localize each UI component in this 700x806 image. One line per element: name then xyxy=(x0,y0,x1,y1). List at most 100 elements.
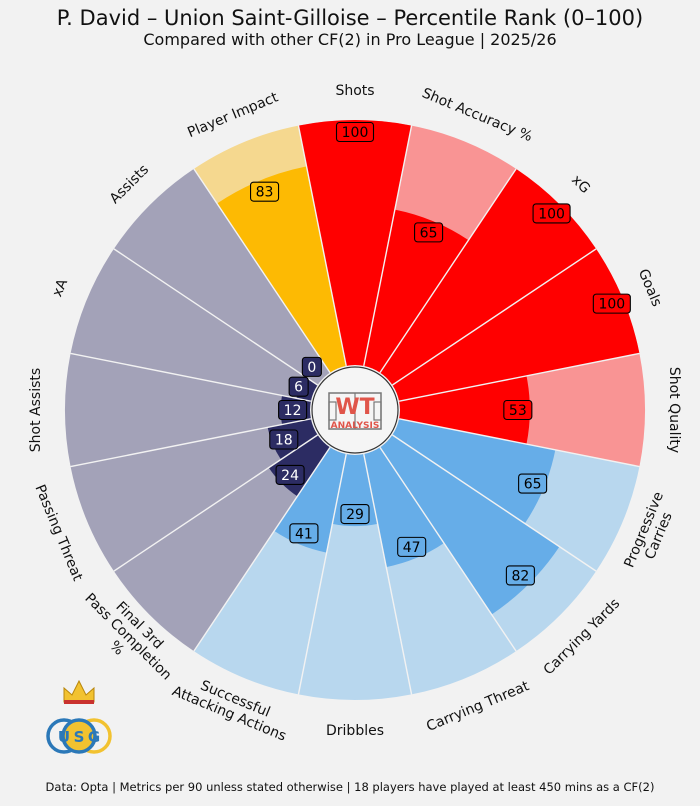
chart-title: P. David – Union Saint-Gilloise – Percen… xyxy=(56,6,644,30)
value-label-text: 100 xyxy=(538,206,565,222)
value-label-text: 100 xyxy=(598,297,625,313)
slice-bar-player-impact xyxy=(217,166,347,373)
value-label-shot-accuracy: 65 xyxy=(414,222,444,243)
crest-letter-s: S xyxy=(74,728,85,746)
value-label-box xyxy=(592,293,631,314)
value-label-assists: 0 xyxy=(301,356,322,377)
value-label-text: 0 xyxy=(307,360,316,376)
value-label-text: 29 xyxy=(346,507,364,523)
divider-line xyxy=(297,453,347,695)
value-label-box xyxy=(397,536,427,557)
value-label-text: 100 xyxy=(342,125,369,141)
metric-label-progressive-carries: ProgressiveCarries xyxy=(621,490,681,577)
metric-label-player-impact: Player Impact xyxy=(185,89,281,141)
value-label-box xyxy=(532,203,571,224)
value-label-text: 6 xyxy=(294,380,303,396)
metric-label-xa: xA xyxy=(49,276,71,299)
divider-line xyxy=(297,125,347,367)
value-label-final-3rd-pass-completion: 24 xyxy=(275,464,305,485)
value-label-progressive-carries: 65 xyxy=(518,473,548,494)
value-label-shots: 100 xyxy=(335,121,375,143)
value-label-shot-quality: 53 xyxy=(503,399,533,421)
crest-letter-g: G xyxy=(88,728,100,746)
chart-footer: Data: Opta | Metrics per 90 unless state… xyxy=(45,780,655,794)
value-label-text: 82 xyxy=(511,568,529,584)
divider-line xyxy=(398,352,640,402)
metric-label-shots: Shots xyxy=(335,83,374,99)
crown-icon xyxy=(63,679,95,703)
divider-line xyxy=(70,418,312,468)
divider-line xyxy=(193,168,331,373)
value-label-shot-assists: 12 xyxy=(278,399,308,421)
chart-slices xyxy=(64,119,645,700)
metric-label-shot-assists: Shot Assists xyxy=(28,368,44,452)
value-label-box xyxy=(288,376,309,397)
center-logo: WT ANALYSIS xyxy=(311,366,399,454)
value-label-box xyxy=(414,222,444,243)
value-labels: 100 65 100 100 53 65 82 47 29 41 24 18 12 60 83 xyxy=(250,121,631,586)
value-label-player-impact: 83 xyxy=(250,181,280,202)
slice-bar-shots xyxy=(298,119,412,366)
chart-subtitle: Compared with other CF(2) in Pro League … xyxy=(143,30,557,49)
value-label-text: 53 xyxy=(509,403,527,419)
value-label-box xyxy=(278,399,308,421)
value-label-box xyxy=(289,523,319,544)
metric-label-xg: xG xyxy=(568,172,593,197)
divider-line xyxy=(113,434,318,572)
slice-background-assists xyxy=(113,168,330,385)
slice-dividers xyxy=(70,125,640,695)
center-logo-text-analysis: ANALYSIS xyxy=(331,421,380,431)
divider-line xyxy=(113,248,318,386)
value-label-text: 18 xyxy=(275,433,293,449)
club-crest: U S G xyxy=(46,679,112,754)
divider-line xyxy=(379,447,517,652)
slice-background-xa xyxy=(70,248,318,402)
value-label-goals: 100 xyxy=(592,293,631,314)
divider-line xyxy=(193,447,331,652)
value-label-box xyxy=(518,473,548,494)
value-label-carrying-threat: 47 xyxy=(397,536,427,557)
center-logo-text-wt: WT xyxy=(335,395,374,420)
divider-line xyxy=(70,352,312,402)
value-label-box xyxy=(275,464,305,485)
divider-line xyxy=(392,248,597,386)
value-label-box xyxy=(505,565,535,586)
slice-background-passing-threat xyxy=(70,418,318,572)
metric-label-shot-quality: Shot Quality xyxy=(666,367,682,453)
value-label-carrying-yards: 82 xyxy=(505,565,535,586)
crest-letter-u: U xyxy=(58,728,70,746)
value-label-text: 47 xyxy=(403,540,421,556)
value-label-box xyxy=(250,181,280,202)
value-label-xa: 6 xyxy=(288,376,309,397)
value-label-text: 83 xyxy=(256,185,274,201)
slice-bar-shot-quality xyxy=(399,375,530,445)
divider-line xyxy=(392,434,597,572)
value-label-text: 24 xyxy=(281,468,299,484)
value-label-successful-attacking-actions: 41 xyxy=(289,523,319,544)
value-label-box xyxy=(340,503,370,525)
divider-line xyxy=(363,125,413,367)
divider-line xyxy=(363,453,413,695)
slice-background-dribbles xyxy=(298,454,412,700)
value-label-box xyxy=(269,429,299,450)
value-label-xg: 100 xyxy=(532,203,571,224)
slice-bar-shot-accuracy xyxy=(363,209,469,373)
value-label-text: 65 xyxy=(524,477,542,493)
slice-bar-goals xyxy=(392,248,640,402)
value-label-passing-threat: 18 xyxy=(269,429,299,450)
metric-label-passing-threat: Passing Threat xyxy=(31,482,85,583)
metric-label-goals: Goals xyxy=(635,267,665,309)
value-label-text: 41 xyxy=(295,526,313,542)
value-label-box xyxy=(335,121,375,143)
slice-bar-progressive-carries xyxy=(392,418,556,524)
value-label-text: 65 xyxy=(420,225,438,241)
metric-label-assists: Assists xyxy=(107,162,152,207)
value-label-box xyxy=(301,356,322,377)
slice-background-shot-assists xyxy=(64,353,311,467)
metric-label-dribbles: Dribbles xyxy=(326,723,384,739)
divider-line xyxy=(398,418,640,468)
slice-background-final-3rd-pass-completion xyxy=(113,435,330,652)
divider-line xyxy=(379,168,517,373)
value-label-box xyxy=(503,399,533,421)
